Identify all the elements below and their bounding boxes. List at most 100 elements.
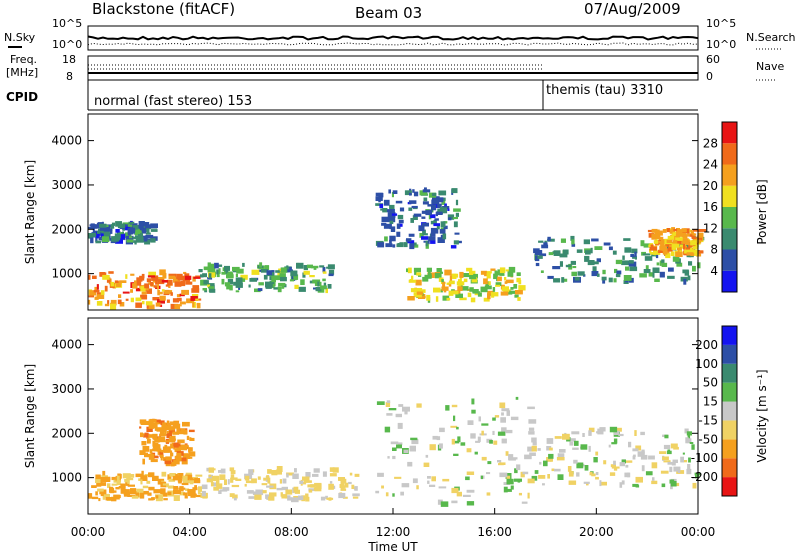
data-cell bbox=[99, 223, 107, 228]
data-cell bbox=[271, 470, 278, 476]
data-cell bbox=[129, 229, 136, 232]
power-colorbar: 4 8 12 16 20 24 28 bbox=[703, 121, 738, 293]
data-cell bbox=[484, 285, 492, 290]
data-cell bbox=[577, 271, 585, 276]
data-cell bbox=[681, 235, 685, 238]
data-cell bbox=[427, 480, 430, 484]
data-cell bbox=[351, 484, 355, 489]
colorbar-tick: 16 bbox=[703, 200, 718, 214]
data-cell bbox=[571, 239, 575, 245]
data-cell bbox=[422, 233, 428, 236]
data-cell bbox=[354, 473, 360, 477]
data-cell bbox=[376, 401, 385, 405]
data-cell bbox=[92, 232, 96, 238]
data-cell bbox=[140, 475, 148, 481]
data-cell bbox=[510, 416, 519, 421]
data-cell bbox=[293, 275, 298, 279]
data-cell bbox=[100, 477, 107, 483]
colorbar-swatch bbox=[722, 363, 737, 383]
data-cell bbox=[574, 440, 579, 446]
data-cell bbox=[410, 437, 418, 441]
data-cell bbox=[140, 432, 144, 438]
data-cell bbox=[258, 282, 264, 286]
data-cell bbox=[322, 278, 326, 282]
data-cell bbox=[628, 261, 637, 267]
data-cell bbox=[499, 462, 506, 465]
data-cell bbox=[195, 474, 203, 477]
data-cell bbox=[576, 472, 580, 477]
data-cell bbox=[304, 480, 312, 483]
data-cell bbox=[302, 476, 310, 481]
data-cell bbox=[162, 483, 169, 486]
noise-right-tick-bottom: 10^0 bbox=[706, 38, 736, 51]
data-cell bbox=[527, 492, 530, 499]
data-cell bbox=[641, 465, 645, 472]
data-cell bbox=[391, 192, 394, 198]
data-cell bbox=[176, 427, 180, 433]
data-cell bbox=[120, 234, 126, 240]
data-cell bbox=[506, 290, 513, 295]
data-cell bbox=[466, 448, 472, 453]
data-cell bbox=[113, 479, 118, 483]
data-cell bbox=[625, 464, 629, 468]
data-cell bbox=[565, 264, 572, 268]
data-cell bbox=[229, 467, 235, 472]
data-cell bbox=[97, 231, 104, 235]
colorbar-frame bbox=[721, 325, 738, 497]
data-cell bbox=[570, 235, 575, 241]
data-cell bbox=[104, 303, 110, 307]
data-cell bbox=[162, 274, 167, 279]
data-cell bbox=[213, 482, 219, 487]
colorbar-tick: 100 bbox=[695, 357, 718, 371]
data-cell bbox=[144, 452, 149, 458]
data-cell bbox=[659, 451, 667, 454]
data-cell bbox=[166, 420, 170, 426]
data-cell bbox=[542, 483, 545, 486]
data-cell bbox=[235, 273, 238, 277]
data-cell bbox=[383, 223, 392, 229]
data-cell bbox=[432, 196, 440, 200]
data-cell bbox=[505, 279, 514, 284]
data-cell bbox=[99, 489, 107, 495]
data-cell bbox=[168, 426, 175, 431]
data-cell bbox=[497, 276, 502, 282]
data-cell bbox=[385, 402, 391, 407]
data-cell bbox=[312, 473, 319, 477]
data-cell bbox=[238, 286, 241, 290]
noise-search-line bbox=[87, 42, 699, 46]
data-cell bbox=[352, 496, 359, 499]
data-cell bbox=[602, 269, 606, 275]
data-cell bbox=[148, 282, 152, 285]
data-cell bbox=[508, 266, 516, 273]
colorbar-swatch bbox=[722, 382, 737, 402]
data-cell bbox=[147, 492, 152, 496]
cpid-panel: CPID normal (fast stereo) 153 themis (ta… bbox=[6, 80, 698, 111]
data-cell bbox=[559, 449, 566, 453]
data-cell bbox=[538, 475, 546, 479]
data-cell bbox=[610, 464, 616, 468]
data-cell bbox=[554, 468, 561, 472]
data-cell bbox=[378, 192, 384, 198]
data-cell bbox=[467, 292, 472, 298]
data-cell bbox=[452, 273, 457, 279]
data-cell bbox=[204, 289, 208, 293]
data-cell bbox=[396, 444, 402, 449]
data-cell bbox=[254, 494, 262, 500]
data-cell bbox=[248, 284, 251, 288]
data-cell bbox=[697, 250, 704, 254]
data-cell bbox=[143, 222, 150, 227]
data-cell bbox=[208, 273, 212, 279]
data-cell bbox=[531, 475, 538, 481]
data-cell bbox=[292, 473, 299, 479]
data-cell bbox=[673, 466, 681, 472]
data-cell bbox=[202, 273, 207, 278]
data-cell bbox=[469, 287, 474, 292]
data-cell bbox=[629, 266, 638, 272]
data-cell bbox=[148, 271, 156, 277]
data-cell bbox=[635, 476, 643, 483]
data-cell bbox=[469, 270, 476, 276]
data-cell bbox=[107, 483, 111, 488]
data-cell bbox=[208, 467, 214, 473]
data-cell bbox=[181, 289, 189, 295]
data-cell bbox=[614, 268, 618, 274]
